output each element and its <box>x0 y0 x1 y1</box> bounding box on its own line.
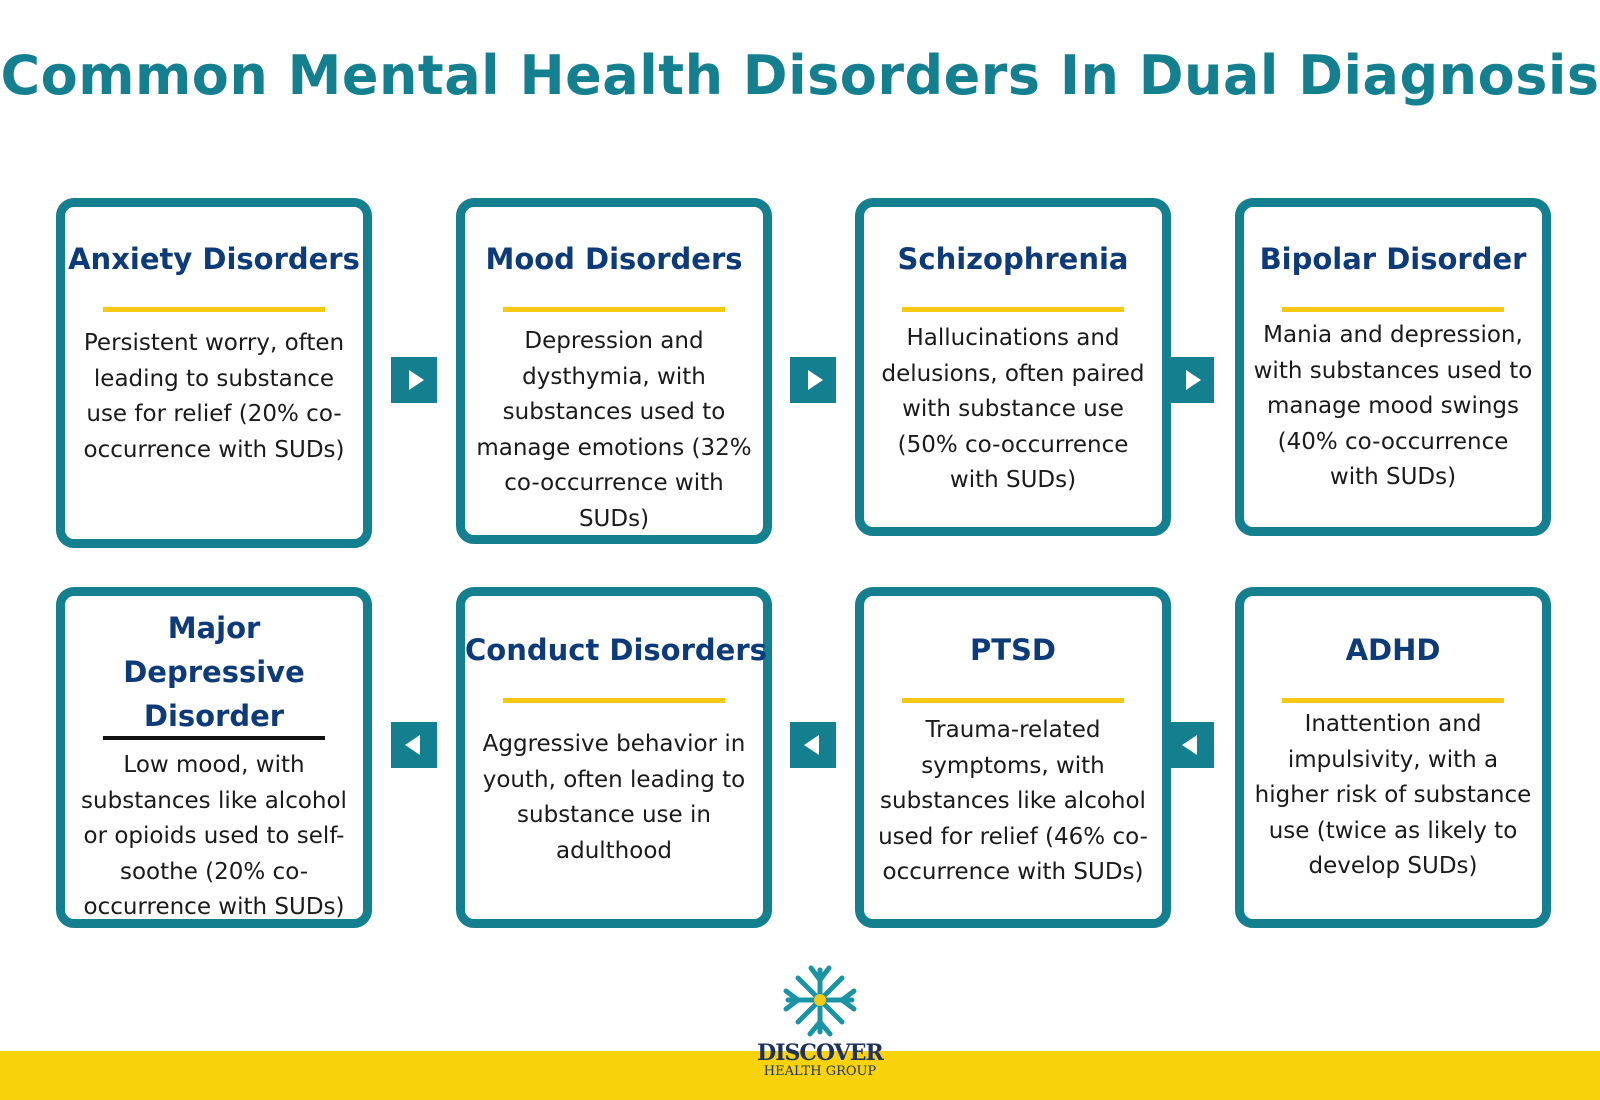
logo: DISCOVER HEALTH GROUP <box>740 962 900 1080</box>
arrow-left-icon <box>1168 722 1214 768</box>
divider <box>103 307 325 312</box>
card-major-depressive-disorder: Major Depressive Disorder Low mood, with… <box>56 587 372 928</box>
card-bipolar-disorder: Bipolar Disorder Mania and depression, w… <box>1235 198 1551 536</box>
logo-text: DISCOVER <box>757 1040 884 1066</box>
arrow-left-icon <box>790 722 836 768</box>
card-title: Schizophrenia <box>897 242 1129 276</box>
card-ptsd: PTSD Trauma-related symptoms, with subst… <box>855 587 1171 928</box>
card-text: Hallucinations and delusions, often pair… <box>881 325 1145 493</box>
card-title: Anxiety Disorders <box>68 242 360 276</box>
card-title: PTSD <box>970 633 1056 667</box>
card-conduct-disorders: Conduct Disorders Aggressive behavior in… <box>456 587 772 928</box>
divider <box>1282 698 1504 703</box>
card-title: Bipolar Disorder <box>1259 242 1527 276</box>
divider <box>503 307 725 312</box>
footer-band <box>0 1051 1600 1100</box>
card-text: Depression and dysthymia, with substance… <box>476 328 752 532</box>
arrow-right-icon <box>1168 357 1214 403</box>
card-text: Mania and depression, with substances us… <box>1253 322 1533 490</box>
arrow-left-icon <box>391 722 437 768</box>
card-title: Conduct Disorders <box>465 633 767 667</box>
page-title: Common Mental Health Disorders In Dual D… <box>0 44 1600 107</box>
neuron-logo-icon <box>783 965 857 1037</box>
arrow-right-icon <box>391 357 437 403</box>
card-text: Aggressive behavior in youth, often lead… <box>482 731 746 864</box>
card-title: Mood Disorders <box>485 242 743 276</box>
card-text: Trauma-related symptoms, with substances… <box>878 717 1148 885</box>
divider <box>1282 307 1504 312</box>
card-title: ADHD <box>1345 633 1441 667</box>
logo-subtext: HEALTH GROUP <box>763 1064 877 1079</box>
divider <box>103 736 325 740</box>
card-text: Inattention and impulsivity, with a high… <box>1254 711 1532 879</box>
card-anxiety-disorders: Anxiety Disorders Persistent worry, ofte… <box>56 198 372 548</box>
divider <box>503 698 725 703</box>
card-adhd: ADHD Inattention and impulsivity, with a… <box>1235 587 1551 928</box>
card-schizophrenia: Schizophrenia Hallucinations and delusio… <box>855 198 1171 536</box>
card-mood-disorders: Mood Disorders Depression and dysthymia,… <box>456 198 772 544</box>
arrow-right-icon <box>790 357 836 403</box>
divider <box>902 698 1124 703</box>
card-title: Major Depressive Disorder <box>123 611 305 733</box>
card-text: Low mood, with substances like alcohol o… <box>81 752 347 920</box>
card-text: Persistent worry, often leading to subst… <box>83 330 345 463</box>
divider <box>902 307 1124 312</box>
